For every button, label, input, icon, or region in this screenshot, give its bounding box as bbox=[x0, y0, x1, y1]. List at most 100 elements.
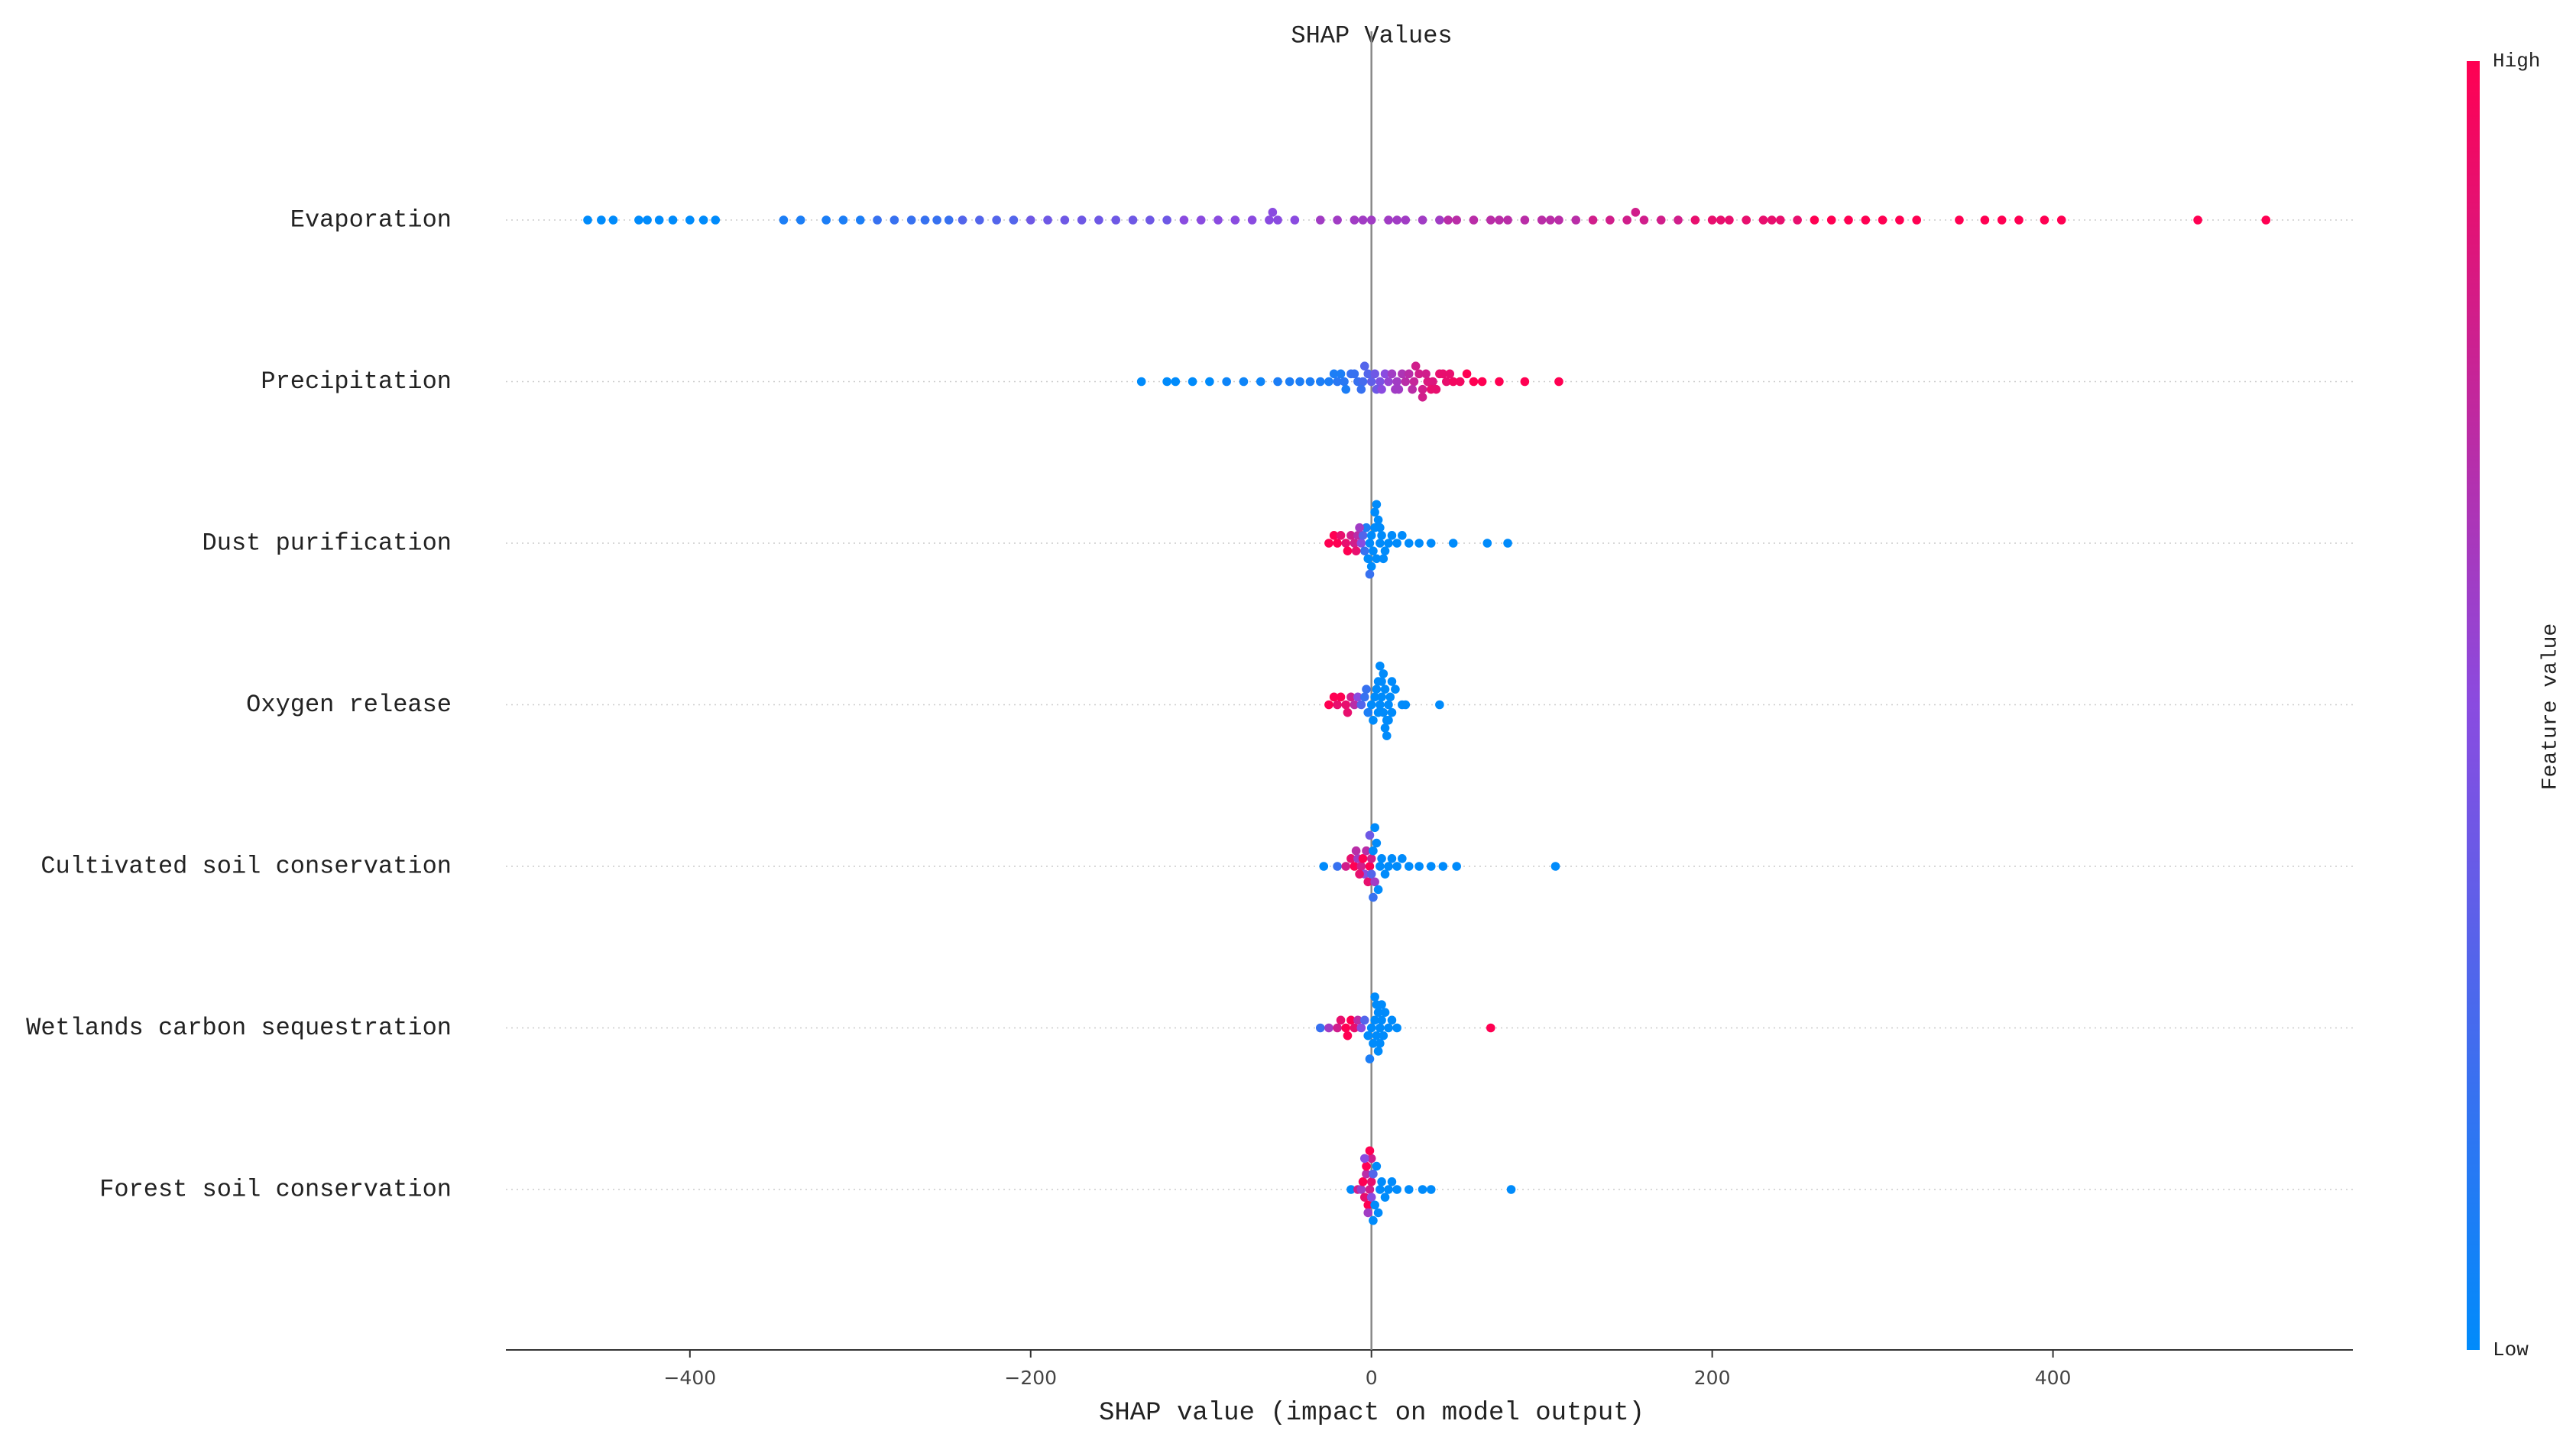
point bbox=[1362, 523, 1371, 532]
point bbox=[1353, 1015, 1363, 1025]
colorbar bbox=[2467, 61, 2480, 1350]
point bbox=[1230, 215, 1240, 225]
point bbox=[1495, 215, 1504, 225]
point bbox=[1363, 707, 1373, 717]
point bbox=[1392, 215, 1401, 225]
point bbox=[1333, 862, 1342, 871]
point bbox=[1350, 862, 1359, 871]
row-label: Evaporation bbox=[290, 206, 452, 234]
point bbox=[1392, 539, 1401, 548]
point bbox=[1373, 515, 1383, 525]
point bbox=[1554, 377, 1563, 387]
point bbox=[1369, 716, 1378, 725]
point bbox=[1380, 685, 1390, 694]
point bbox=[1377, 1015, 1386, 1025]
point bbox=[1363, 1200, 1373, 1210]
point bbox=[855, 215, 865, 225]
point bbox=[1026, 215, 1035, 225]
point bbox=[1895, 215, 1904, 225]
point bbox=[1370, 507, 1379, 517]
point bbox=[711, 215, 721, 225]
point bbox=[1366, 1023, 1376, 1033]
point bbox=[1111, 215, 1121, 225]
point bbox=[634, 215, 643, 225]
point bbox=[1375, 661, 1385, 671]
point bbox=[1295, 377, 1304, 387]
point bbox=[1404, 1185, 1414, 1194]
row-label: Dust purification bbox=[203, 529, 452, 557]
point bbox=[1377, 692, 1386, 702]
point bbox=[1265, 215, 1274, 225]
point bbox=[1305, 377, 1315, 387]
point bbox=[1350, 369, 1359, 379]
point bbox=[1369, 892, 1378, 902]
point bbox=[1366, 700, 1376, 710]
point bbox=[1486, 215, 1495, 225]
point bbox=[1363, 1031, 1373, 1041]
point bbox=[1366, 1154, 1376, 1164]
point bbox=[1912, 215, 1921, 225]
point bbox=[1375, 1023, 1385, 1033]
point bbox=[795, 215, 805, 225]
point bbox=[1520, 215, 1530, 225]
point bbox=[1355, 523, 1364, 532]
point bbox=[1369, 1215, 1378, 1225]
point bbox=[1418, 1185, 1427, 1194]
point bbox=[1366, 377, 1376, 387]
point bbox=[1370, 369, 1379, 379]
point bbox=[1384, 215, 1393, 225]
point bbox=[1372, 554, 1382, 564]
point bbox=[1256, 377, 1265, 387]
point bbox=[1767, 215, 1777, 225]
point bbox=[1136, 377, 1146, 387]
point bbox=[1384, 377, 1393, 387]
point bbox=[1362, 685, 1371, 694]
colorbar-low: Low bbox=[2493, 1338, 2529, 1361]
point bbox=[1333, 700, 1342, 710]
point bbox=[1363, 369, 1373, 379]
point bbox=[1550, 862, 1560, 871]
point bbox=[1369, 1169, 1378, 1179]
point bbox=[1336, 369, 1346, 379]
point bbox=[1343, 1031, 1353, 1041]
point bbox=[1341, 1023, 1351, 1033]
point bbox=[873, 215, 882, 225]
point bbox=[1370, 1200, 1379, 1210]
point bbox=[1205, 377, 1214, 387]
point bbox=[1421, 369, 1431, 379]
point bbox=[1690, 215, 1700, 225]
point bbox=[1370, 877, 1379, 887]
point bbox=[1384, 539, 1393, 548]
point bbox=[1414, 539, 1424, 548]
point bbox=[1373, 677, 1383, 686]
point bbox=[1379, 707, 1388, 717]
point bbox=[1495, 377, 1504, 387]
point bbox=[2193, 215, 2202, 225]
point bbox=[1366, 562, 1376, 571]
point bbox=[944, 215, 954, 225]
point bbox=[1997, 215, 2007, 225]
point bbox=[1377, 1177, 1386, 1186]
point bbox=[1247, 215, 1257, 225]
point bbox=[1404, 369, 1414, 379]
swarm bbox=[1136, 361, 1563, 402]
point bbox=[821, 215, 831, 225]
point bbox=[1356, 1185, 1366, 1194]
point bbox=[1315, 1023, 1325, 1033]
point bbox=[1324, 700, 1333, 710]
point bbox=[1392, 377, 1401, 387]
point bbox=[1631, 208, 1641, 217]
swarm bbox=[1346, 1146, 1516, 1225]
row-label: Cultivated soil conservation bbox=[41, 852, 452, 880]
point bbox=[957, 215, 967, 225]
point bbox=[1358, 854, 1368, 863]
point bbox=[1372, 838, 1382, 848]
point bbox=[2014, 215, 2024, 225]
point bbox=[779, 215, 789, 225]
point bbox=[1503, 539, 1512, 548]
point bbox=[1346, 692, 1356, 702]
point bbox=[1503, 215, 1512, 225]
point bbox=[1379, 554, 1388, 564]
point bbox=[685, 215, 695, 225]
point bbox=[1188, 377, 1197, 387]
